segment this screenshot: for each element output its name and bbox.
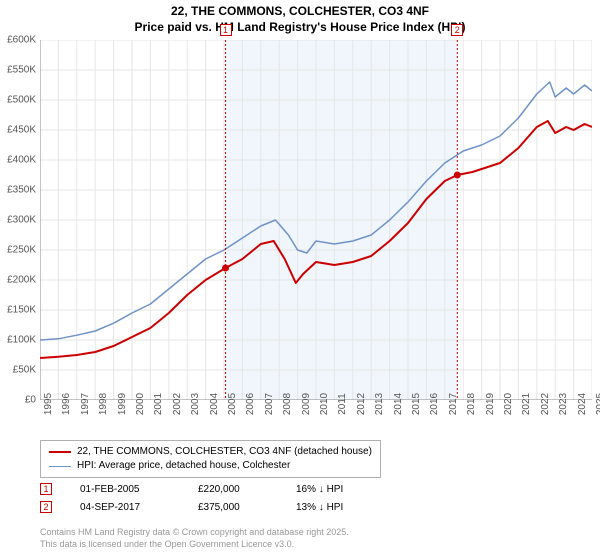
- sales-row: 2 04-SEP-2017 £375,000 13% ↓ HPI: [40, 498, 386, 516]
- y-tick-label: £0: [25, 395, 36, 406]
- y-tick-label: £550K: [7, 65, 36, 76]
- sales-table: 1 01-FEB-2005 £220,000 16% ↓ HPI 2 04-SEP-201…: [40, 480, 386, 516]
- chart-title-line1: 22, THE COMMONS, COLCHESTER, CO3 4NF: [0, 4, 600, 18]
- sales-row-delta: 16% ↓ HPI: [296, 484, 386, 495]
- x-tick-label: 2025: [595, 393, 600, 415]
- sales-row: 1 01-FEB-2005 £220,000 16% ↓ HPI: [40, 480, 386, 498]
- x-tick-label: 2018: [466, 393, 477, 415]
- x-tick-label: 2013: [374, 393, 385, 415]
- legend-item: HPI: Average price, detached house, Colc…: [49, 459, 372, 473]
- y-tick-label: £300K: [7, 215, 36, 226]
- x-tick-label: 2021: [521, 393, 532, 415]
- x-tick-label: 1999: [117, 393, 128, 415]
- y-tick-label: £450K: [7, 125, 36, 136]
- x-tick-label: 2024: [577, 393, 588, 415]
- x-tick-label: 1998: [98, 393, 109, 415]
- legend-item: 22, THE COMMONS, COLCHESTER, CO3 4NF (de…: [49, 445, 372, 459]
- legend-swatch: [49, 451, 71, 453]
- x-tick-label: 2005: [227, 393, 238, 415]
- legend-label: HPI: Average price, detached house, Colc…: [77, 459, 290, 473]
- chart-area: 12£0£50K£100K£150K£200K£250K£300K£350K£4…: [40, 40, 592, 400]
- sales-row-price: £220,000: [198, 484, 268, 495]
- x-tick-label: 2012: [356, 393, 367, 415]
- x-tick-label: 1995: [43, 393, 54, 415]
- x-tick-label: 2015: [411, 393, 422, 415]
- x-tick-label: 1997: [80, 393, 91, 415]
- y-tick-label: £150K: [7, 305, 36, 316]
- x-tick-label: 2006: [245, 393, 256, 415]
- legend-swatch: [49, 466, 71, 467]
- sales-row-marker: 1: [40, 483, 52, 495]
- y-tick-label: £250K: [7, 245, 36, 256]
- x-tick-label: 2017: [448, 393, 459, 415]
- footer-line2: This data is licensed under the Open Gov…: [40, 538, 349, 550]
- sales-row-delta: 13% ↓ HPI: [296, 502, 386, 513]
- y-tick-label: £200K: [7, 275, 36, 286]
- sales-row-date: 04-SEP-2017: [80, 502, 170, 513]
- y-tick-label: £500K: [7, 95, 36, 106]
- x-tick-label: 2011: [337, 393, 348, 415]
- sales-row-date: 01-FEB-2005: [80, 484, 170, 495]
- y-tick-label: £600K: [7, 35, 36, 46]
- x-tick-label: 2019: [485, 393, 496, 415]
- chart-title-line2: Price paid vs. HM Land Registry's House …: [0, 20, 600, 34]
- attribution-footer: Contains HM Land Registry data © Crown c…: [40, 526, 349, 550]
- legend: 22, THE COMMONS, COLCHESTER, CO3 4NF (de…: [40, 440, 381, 478]
- y-tick-label: £100K: [7, 335, 36, 346]
- x-tick-label: 1996: [61, 393, 72, 415]
- sales-row-price: £375,000: [198, 502, 268, 513]
- x-tick-label: 2004: [209, 393, 220, 415]
- x-tick-label: 2000: [135, 393, 146, 415]
- x-tick-label: 2020: [503, 393, 514, 415]
- sales-row-marker: 2: [40, 501, 52, 513]
- x-tick-label: 2003: [190, 393, 201, 415]
- y-tick-label: £50K: [13, 365, 36, 376]
- sale-marker-2: 2: [451, 24, 463, 36]
- x-tick-label: 2009: [301, 393, 312, 415]
- x-tick-label: 2014: [393, 393, 404, 415]
- x-tick-label: 2023: [558, 393, 569, 415]
- legend-label: 22, THE COMMONS, COLCHESTER, CO3 4NF (de…: [77, 445, 372, 459]
- x-tick-label: 2010: [319, 393, 330, 415]
- footer-line1: Contains HM Land Registry data © Crown c…: [40, 526, 349, 538]
- x-tick-label: 2002: [172, 393, 183, 415]
- x-tick-label: 2022: [540, 393, 551, 415]
- y-tick-label: £350K: [7, 185, 36, 196]
- chart-plot: [40, 40, 592, 400]
- x-tick-label: 2007: [264, 393, 275, 415]
- x-tick-label: 2001: [153, 393, 164, 415]
- sale-marker-1: 1: [220, 24, 232, 36]
- x-tick-label: 2016: [429, 393, 440, 415]
- y-tick-label: £400K: [7, 155, 36, 166]
- x-tick-label: 2008: [282, 393, 293, 415]
